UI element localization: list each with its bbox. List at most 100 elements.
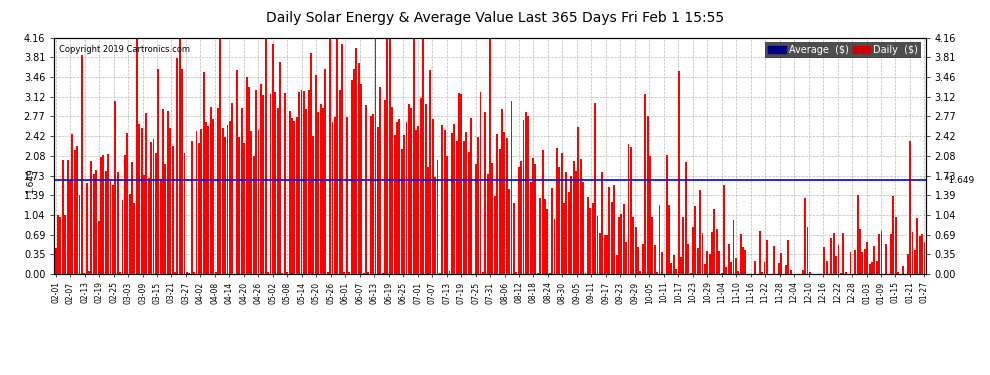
Bar bbox=[257, 130, 259, 274]
Bar bbox=[661, 252, 663, 274]
Bar bbox=[563, 203, 565, 274]
Bar bbox=[220, 38, 222, 274]
Bar bbox=[504, 132, 505, 274]
Bar bbox=[112, 184, 114, 274]
Bar bbox=[124, 155, 126, 274]
Bar bbox=[582, 182, 584, 274]
Bar bbox=[859, 229, 861, 274]
Bar bbox=[401, 149, 403, 274]
Bar bbox=[606, 236, 608, 274]
Bar bbox=[305, 109, 307, 274]
Bar bbox=[491, 163, 493, 274]
Bar bbox=[885, 244, 887, 274]
Bar bbox=[535, 164, 537, 274]
Bar bbox=[702, 232, 704, 274]
Bar bbox=[143, 175, 145, 274]
Bar bbox=[342, 44, 343, 274]
Bar bbox=[267, 272, 269, 274]
Bar bbox=[203, 72, 205, 274]
Bar bbox=[599, 233, 601, 274]
Bar bbox=[458, 93, 460, 274]
Bar bbox=[714, 209, 716, 274]
Bar bbox=[437, 160, 439, 274]
Bar bbox=[88, 272, 90, 274]
Bar bbox=[921, 234, 923, 274]
Bar bbox=[157, 69, 159, 274]
Bar bbox=[618, 217, 620, 274]
Bar bbox=[778, 262, 780, 274]
Bar bbox=[682, 217, 684, 274]
Bar bbox=[212, 119, 214, 274]
Bar bbox=[337, 38, 339, 274]
Text: Daily Solar Energy & Average Value Last 365 Days Fri Feb 1 15:55: Daily Solar Energy & Average Value Last … bbox=[266, 11, 724, 25]
Bar bbox=[239, 136, 241, 274]
Bar bbox=[78, 195, 80, 274]
Bar bbox=[809, 272, 811, 274]
Bar bbox=[408, 104, 410, 274]
Bar bbox=[487, 174, 489, 274]
Bar bbox=[119, 273, 121, 274]
Bar bbox=[680, 257, 682, 274]
Bar bbox=[90, 161, 92, 274]
Bar bbox=[367, 272, 369, 274]
Bar bbox=[623, 204, 625, 274]
Bar bbox=[227, 125, 229, 274]
Bar bbox=[670, 263, 672, 274]
Bar bbox=[556, 148, 557, 274]
Text: 1.649: 1.649 bbox=[27, 167, 36, 193]
Bar bbox=[350, 80, 352, 274]
Bar bbox=[892, 196, 894, 274]
Bar bbox=[673, 255, 675, 274]
Bar bbox=[572, 160, 574, 274]
Bar bbox=[129, 194, 131, 274]
Bar bbox=[718, 251, 720, 274]
Bar bbox=[241, 108, 243, 274]
Bar bbox=[754, 261, 756, 274]
Bar bbox=[802, 270, 804, 274]
Bar bbox=[117, 172, 119, 274]
Bar bbox=[716, 229, 718, 274]
Bar bbox=[528, 116, 530, 274]
Bar bbox=[344, 272, 346, 274]
Bar bbox=[570, 176, 572, 274]
Bar bbox=[548, 273, 550, 274]
Bar bbox=[914, 251, 916, 274]
Bar bbox=[546, 209, 548, 274]
Bar bbox=[575, 171, 577, 274]
Bar bbox=[272, 44, 274, 274]
Bar bbox=[224, 137, 226, 274]
Bar bbox=[286, 273, 288, 274]
Bar bbox=[568, 192, 570, 274]
Bar bbox=[628, 144, 630, 274]
Bar bbox=[551, 188, 553, 274]
Bar bbox=[215, 273, 217, 274]
Bar bbox=[252, 156, 254, 274]
Bar bbox=[726, 267, 728, 274]
Bar bbox=[264, 38, 266, 274]
Bar bbox=[542, 150, 544, 274]
Bar bbox=[246, 77, 248, 274]
Bar bbox=[327, 272, 329, 274]
Bar bbox=[780, 253, 782, 274]
Bar bbox=[508, 189, 510, 274]
Bar bbox=[592, 203, 594, 274]
Bar bbox=[105, 171, 107, 274]
Bar bbox=[372, 114, 374, 274]
Bar bbox=[348, 272, 350, 274]
Bar bbox=[675, 269, 677, 274]
Bar bbox=[630, 147, 632, 274]
Bar bbox=[742, 247, 744, 274]
Bar bbox=[150, 142, 152, 274]
Bar bbox=[633, 217, 635, 274]
Bar bbox=[391, 107, 393, 274]
Bar bbox=[71, 134, 73, 274]
Bar bbox=[907, 254, 909, 274]
Bar bbox=[186, 272, 188, 274]
Bar bbox=[668, 206, 670, 274]
Bar bbox=[868, 264, 870, 274]
Bar bbox=[544, 199, 545, 274]
Bar bbox=[909, 141, 911, 274]
Bar bbox=[76, 146, 78, 274]
Bar bbox=[644, 94, 646, 274]
Bar bbox=[477, 137, 479, 274]
